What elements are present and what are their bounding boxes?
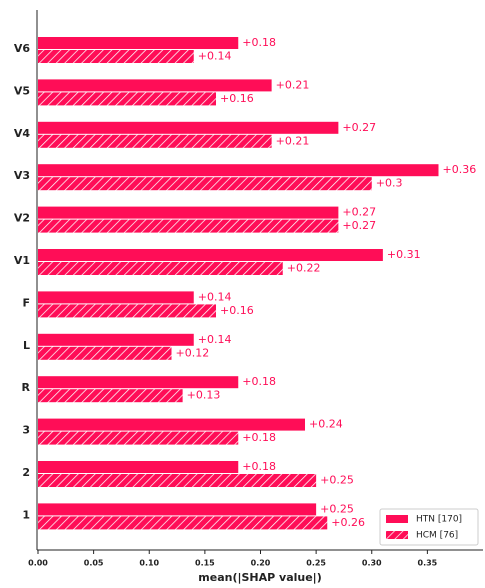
value-label: +0.18 (242, 460, 276, 473)
value-label: +0.13 (187, 389, 221, 402)
y-tick-label: R (22, 381, 31, 394)
value-label: +0.25 (320, 474, 354, 487)
value-label: +0.16 (220, 304, 254, 317)
bar (38, 37, 239, 49)
bar (38, 291, 194, 304)
bar (38, 79, 272, 92)
y-tick-label: V6 (14, 42, 31, 55)
bar (38, 461, 239, 473)
x-axis-label: mean(|SHAP value|) (198, 571, 321, 584)
value-label: +0.21 (276, 78, 310, 91)
value-label: +0.16 (220, 92, 254, 105)
bar (38, 346, 172, 360)
y-tick-label: V4 (14, 127, 31, 140)
legend-label: HCM [76] (416, 531, 458, 541)
value-label: +0.14 (198, 290, 232, 303)
bar (38, 134, 272, 148)
value-label: +0.18 (242, 375, 276, 388)
bar (38, 50, 194, 63)
legend-swatch (386, 515, 408, 523)
bar (38, 121, 339, 134)
value-label: +0.3 (376, 177, 403, 190)
y-tick-label: F (22, 296, 30, 309)
value-label: +0.24 (309, 418, 343, 431)
y-tick-label: 3 (22, 424, 30, 437)
bar (38, 503, 317, 516)
value-label: +0.36 (443, 163, 477, 176)
value-label: +0.27 (342, 206, 376, 219)
bar (38, 389, 183, 403)
x-tick-label: 0.00 (28, 559, 48, 568)
y-tick-label: V3 (14, 169, 30, 182)
value-label: +0.27 (342, 121, 376, 134)
bar (38, 431, 239, 445)
bar (38, 516, 328, 530)
x-tick-label: 0.25 (306, 559, 326, 568)
x-tick-label: 0.10 (139, 559, 159, 568)
value-label: +0.26 (331, 516, 365, 529)
bar (38, 219, 339, 233)
x-tick-label: 0.30 (362, 559, 382, 568)
x-tick-label: 0.05 (84, 559, 104, 568)
bar (38, 262, 283, 275)
value-label: +0.21 (276, 134, 310, 147)
legend-swatch (386, 531, 408, 539)
y-tick-label: V5 (14, 84, 30, 97)
bar (38, 164, 439, 177)
bar (38, 249, 383, 261)
y-tick-label: 1 (22, 508, 30, 521)
bar (38, 206, 339, 219)
x-tick-label: 0.15 (195, 559, 215, 568)
y-tick-label: L (23, 339, 30, 352)
bar (38, 376, 239, 389)
bar (38, 333, 194, 346)
y-tick-label: 2 (22, 466, 30, 479)
y-tick-label: V2 (14, 212, 30, 225)
bar (38, 304, 216, 318)
bar (38, 418, 305, 431)
value-label: +0.31 (387, 248, 421, 261)
value-label: +0.14 (198, 333, 232, 346)
bar (38, 474, 317, 487)
value-label: +0.25 (320, 502, 354, 515)
bar (38, 92, 216, 106)
value-label: +0.14 (198, 50, 232, 63)
value-label: +0.12 (176, 346, 210, 359)
value-label: +0.27 (342, 219, 376, 232)
bar (38, 177, 372, 191)
y-tick-label: V1 (14, 254, 30, 267)
value-label: +0.18 (242, 431, 276, 444)
x-tick-label: 0.35 (418, 559, 438, 568)
x-tick-label: 0.20 (251, 559, 271, 568)
value-label: +0.22 (287, 262, 321, 275)
value-label: +0.18 (242, 36, 276, 49)
legend-label: HTN [170] (416, 515, 462, 525)
